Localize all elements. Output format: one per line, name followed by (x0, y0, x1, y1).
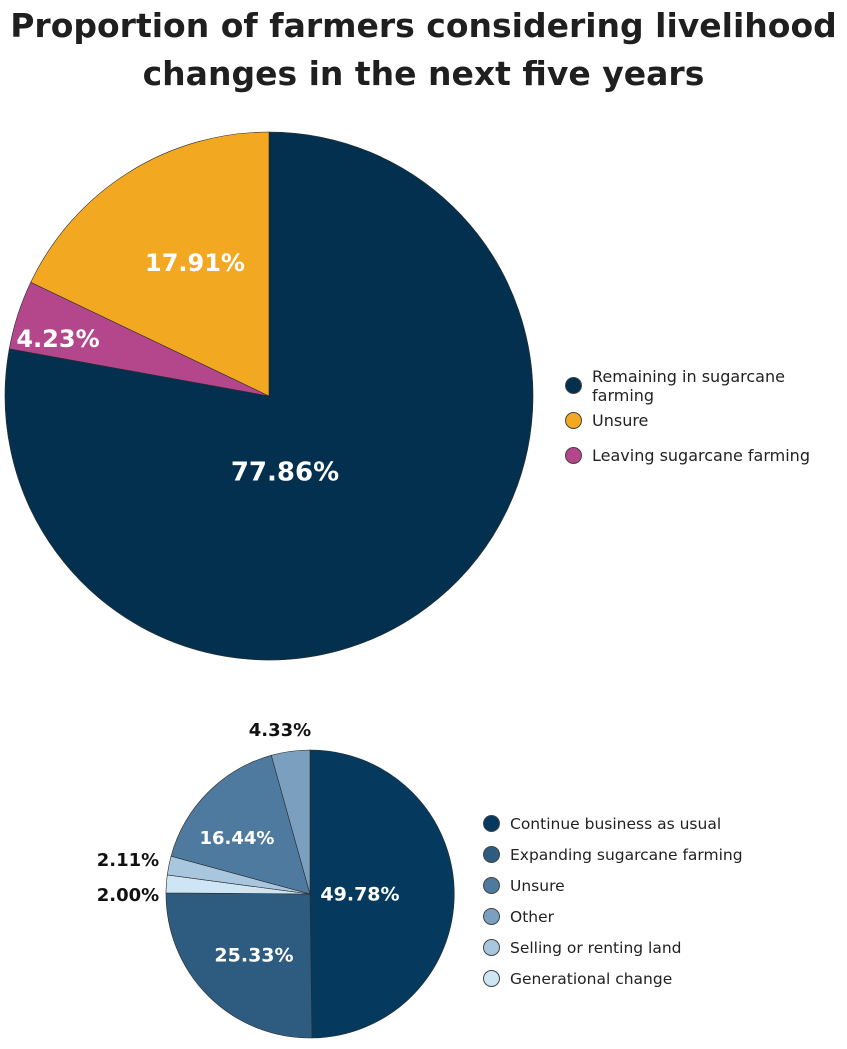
pie2-data-label-selling-or-renting-land: 2.11% (97, 850, 159, 871)
chart-title: Proportion of farmers considering liveli… (0, 2, 847, 98)
pie2-slice-expanding-sugarcane-farming (165, 892, 313, 1039)
legend2-swatch-other (483, 908, 500, 925)
legend2-label-continue-business-as-usual: Continue business as usual (510, 814, 722, 833)
pie2-data-label-other: 4.33% (249, 720, 311, 741)
legend1-label-remaining-in-sugarcane-farming: Remaining in sugarcane farming (592, 366, 785, 405)
pie2-data-label-expanding-sugarcane-farming: 25.33% (214, 945, 293, 967)
chart-title-line-1: Proportion of farmers considering liveli… (10, 6, 837, 45)
legend1-label-leaving-sugarcane-farming: Leaving sugarcane farming (592, 446, 810, 465)
pie1-data-label-unsure: 17.91% (145, 249, 245, 277)
pie2-data-label-generational-change: 2.00% (97, 885, 159, 906)
legend2-label-selling-or-renting-land: Selling or renting land (510, 938, 682, 957)
pie2-slice-other (270, 749, 311, 895)
legend1-swatch-remaining-in-sugarcane-farming (565, 377, 582, 394)
legend2-swatch-selling-or-renting-land (483, 939, 500, 956)
legend1-item-leaving-sugarcane-farming: Leaving sugarcane farming (565, 438, 847, 473)
pie1-slice-unsure (30, 131, 270, 397)
legend2-label-unsure: Unsure (510, 876, 565, 895)
legend1-item-unsure: Unsure (565, 403, 847, 438)
legend1-swatch-unsure (565, 412, 582, 429)
legend2-swatch-expanding-sugarcane-farming (483, 846, 500, 863)
legend2-label-generational-change: Generational change (510, 969, 673, 988)
chart-title-line-2: changes in the next five years (142, 54, 705, 93)
legend2-swatch-generational-change (483, 970, 500, 987)
legend1-swatch-leaving-sugarcane-farming (565, 447, 582, 464)
legend-livelihood: Remaining in sugarcane farming Unsure Leav… (565, 366, 847, 473)
legend2-item-other: Other (483, 901, 743, 932)
legend2-item-unsure: Unsure (483, 870, 743, 901)
legend2-item-selling-or-renting-land: Selling or renting land (483, 932, 743, 963)
pie2-data-label-unsure: 16.44% (200, 828, 275, 849)
pie2-data-label-continue-business-as-usual: 49.78% (320, 884, 399, 906)
legend2-label-expanding-sugarcane-farming: Expanding sugarcane farming (510, 845, 743, 864)
pie2-slice-unsure (170, 754, 311, 895)
legend2-label-other: Other (510, 907, 555, 926)
pie1-data-label-leaving-sugarcane-farming: 4.23% (16, 325, 99, 353)
legend-plans: Continue business as usual Expanding suga… (483, 808, 743, 994)
pie1-data-label-remaining-in-sugarcane-farming: 77.86% (231, 458, 339, 488)
legend2-item-continue-business-as-usual: Continue business as usual (483, 808, 743, 839)
pie2-slice-continue-business-as-usual (309, 749, 455, 1039)
legend2-item-expanding-sugarcane-farming: Expanding sugarcane farming (483, 839, 743, 870)
legend1-label-unsure: Unsure (592, 411, 649, 430)
legend2-item-generational-change: Generational change (483, 963, 743, 994)
legend1-item-remaining-in-sugarcane-farming: Remaining in sugarcane farming (565, 366, 847, 405)
legend2-swatch-unsure (483, 877, 500, 894)
legend2-swatch-continue-business-as-usual (483, 815, 500, 832)
